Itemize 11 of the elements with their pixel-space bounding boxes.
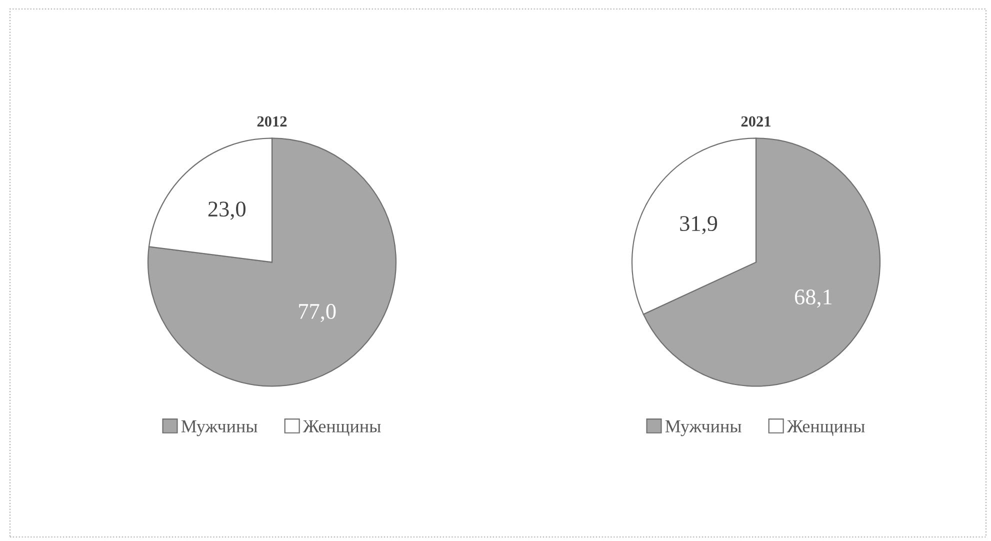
legend-label: Женщины (302, 420, 381, 436)
data-label: 23,0 (208, 202, 246, 220)
legend-label: Мужчины (665, 420, 742, 436)
data-label: 68,1 (794, 289, 832, 308)
chart-title: 2021 (741, 116, 770, 127)
pie-slice (147, 138, 397, 387)
legend-label: Женщины (786, 420, 865, 436)
data-label: 31,9 (680, 216, 718, 234)
chart-title: 2012 (257, 116, 287, 127)
data-label: 77,0 (299, 304, 336, 322)
legend-label: Мужчины (181, 420, 258, 436)
